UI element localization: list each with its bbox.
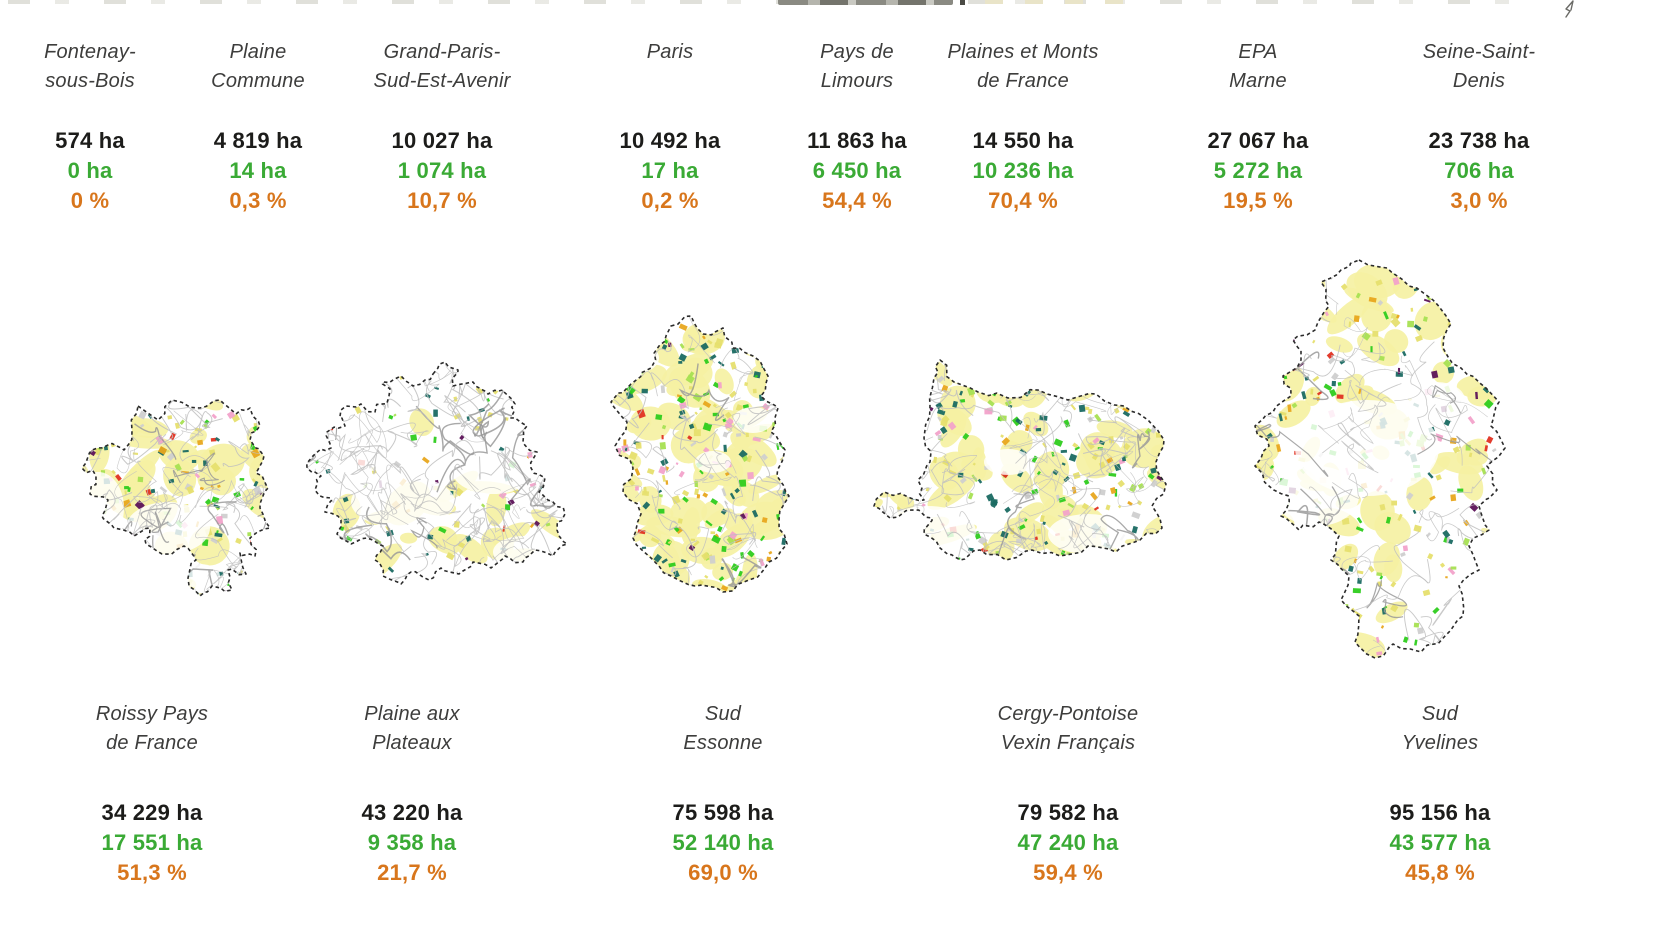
cursor-doodle-icon (1565, 0, 1574, 18)
agricultural-area-value: 9 358 ha (367, 830, 457, 855)
agricultural-share-value: 70,4 % (988, 188, 1058, 213)
territory-name-line1: Seine-Saint- (1422, 41, 1536, 63)
agricultural-share-value: 19,5 % (1223, 188, 1293, 213)
agricultural-share-value: 59,4 % (1033, 860, 1103, 885)
total-area-value: 34 229 ha (101, 800, 203, 825)
agricultural-share-value: 51,3 % (117, 860, 187, 885)
territory-name-line1: Sud (704, 703, 742, 725)
territory-paris: Paris 10 492 ha 17 ha 0,2 % (550, 38, 790, 216)
territory-epa-marne: EPA Marne 27 067 ha 5 272 ha 19,5 % (1138, 38, 1378, 216)
agricultural-share-value: 21,7 % (377, 860, 447, 885)
agricultural-share-value: 69,0 % (688, 860, 758, 885)
territory-name-line2: Yvelines (1401, 732, 1479, 754)
territory-name-line2: de France (977, 70, 1069, 92)
territory-plaine-commune: Plaine Commune 4 819 ha 14 ha 0,3 % (138, 38, 378, 216)
territory-name-line1: Cergy-Pontoise (997, 703, 1139, 725)
total-area-value: 10 027 ha (391, 128, 493, 153)
cropped-top-row-remnant-dark (778, 0, 953, 5)
territory-plaine-aux-plateaux: Plaine aux Plateaux 43 220 ha 9 358 ha 2… (292, 700, 532, 888)
agricultural-share-value: 0,3 % (229, 188, 287, 213)
total-area-value: 95 156 ha (1389, 800, 1491, 825)
territory-plaines-et-monts-de-france: Plaines et Monts de France 14 550 ha 10 … (903, 38, 1143, 216)
total-area-value: 23 738 ha (1428, 128, 1530, 153)
agricultural-area-value: 10 236 ha (972, 158, 1074, 183)
agricultural-area-value: 17 551 ha (101, 830, 203, 855)
agricultural-area-value: 706 ha (1444, 158, 1514, 183)
territory-name-line1: Plaine aux (364, 703, 460, 725)
territory-name-line1: Plaines et Monts (947, 41, 1099, 63)
agricultural-area-value: 47 240 ha (1017, 830, 1119, 855)
total-area-value: 43 220 ha (361, 800, 463, 825)
map-plaine-aux-plateaux (306, 361, 568, 585)
agricultural-share-value: 0,2 % (641, 188, 699, 213)
total-area-value: 14 550 ha (972, 128, 1074, 153)
agricultural-share-value: 0 % (70, 188, 110, 213)
total-area-value: 10 492 ha (619, 128, 721, 153)
territory-name-line1: Roissy Pays (95, 703, 209, 725)
territory-name-line2: sous-Bois (45, 70, 135, 92)
cropped-top-row-remnant-warm (985, 0, 1135, 4)
agricultural-area-value: 17 ha (641, 158, 699, 183)
total-area-value: 574 ha (55, 128, 125, 153)
cropped-top-row-remnant (8, 0, 1538, 4)
territory-roissy-pays-de-france: Roissy Pays de France 34 229 ha 17 551 h… (32, 700, 272, 888)
total-area-value: 4 819 ha (213, 128, 303, 153)
cropped-top-mark (960, 0, 965, 5)
agricultural-share-value: 54,4 % (822, 188, 892, 213)
territory-grand-paris-sud-est-avenir: Grand-Paris- Sud-Est-Avenir 10 027 ha 1 … (322, 38, 562, 216)
territory-sud-essonne: Sud Essonne 75 598 ha 52 140 ha 69,0 % (603, 700, 843, 888)
agricultural-area-value: 0 ha (67, 158, 113, 183)
territory-name-line2: de France (106, 732, 198, 754)
agricultural-share-value: 10,7 % (407, 188, 477, 213)
agricultural-share-value: 45,8 % (1405, 860, 1475, 885)
territory-name-line2: Limours (820, 70, 894, 92)
total-area-value: 75 598 ha (672, 800, 774, 825)
agricultural-area-value: 1 074 ha (397, 158, 487, 183)
territory-name-line2: Vexin Français (1000, 732, 1136, 754)
agricultural-area-value: 14 ha (229, 158, 287, 183)
total-area-value: 27 067 ha (1207, 128, 1309, 153)
total-area-value: 79 582 ha (1017, 800, 1119, 825)
territory-name-line1: Plaine (229, 41, 287, 63)
territory-name-line2: Denis (1452, 70, 1506, 92)
map-sud-essonne (610, 315, 790, 593)
map-roissy-pays-de-france (81, 399, 271, 597)
territory-cergy-pontoise-vexin-francais: Cergy-Pontoise Vexin Français 79 582 ha … (948, 700, 1188, 888)
territory-sud-yvelines: Sud Yvelines 95 156 ha 43 577 ha 45,8 % (1320, 700, 1560, 888)
agricultural-area-value: 6 450 ha (812, 158, 902, 183)
territory-name-line2: Plateaux (372, 732, 452, 754)
territory-name-line2: Marne (1229, 70, 1287, 92)
agricultural-area-value: 43 577 ha (1389, 830, 1491, 855)
map-cergy-pontoise-vexin-francais (873, 359, 1167, 561)
territory-name-line1: EPA (1238, 41, 1278, 63)
agricultural-area-value: 52 140 ha (672, 830, 774, 855)
territory-seine-saint-denis: Seine-Saint- Denis 23 738 ha 706 ha 3,0 … (1359, 38, 1599, 216)
territory-name-line1: Pays de (820, 41, 894, 63)
agricultural-share-value: 3,0 % (1450, 188, 1508, 213)
territory-name-line2: Sud-Est-Avenir (373, 70, 511, 92)
territory-fontenay-sous-bois: Fontenay- sous-Bois 574 ha 0 ha 0 % (0, 38, 210, 216)
territory-name-line2: Essonne (683, 732, 763, 754)
agricultural-area-value: 5 272 ha (1213, 158, 1303, 183)
total-area-value: 11 863 ha (807, 128, 907, 153)
territory-name-line1: Fontenay- (44, 41, 136, 63)
territory-name-line1: Sud (1421, 703, 1459, 725)
territory-name-line2: Commune (211, 70, 305, 92)
map-sud-yvelines (1254, 259, 1506, 659)
territory-name-line1: Grand-Paris- (383, 41, 501, 63)
territory-name-line1: Paris (646, 41, 694, 63)
territory-pays-de-limours: Pays de Limours 11 863 ha 6 450 ha 54,4 … (737, 38, 977, 216)
